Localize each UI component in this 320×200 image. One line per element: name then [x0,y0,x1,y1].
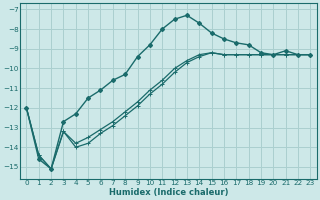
X-axis label: Humidex (Indice chaleur): Humidex (Indice chaleur) [108,188,228,197]
